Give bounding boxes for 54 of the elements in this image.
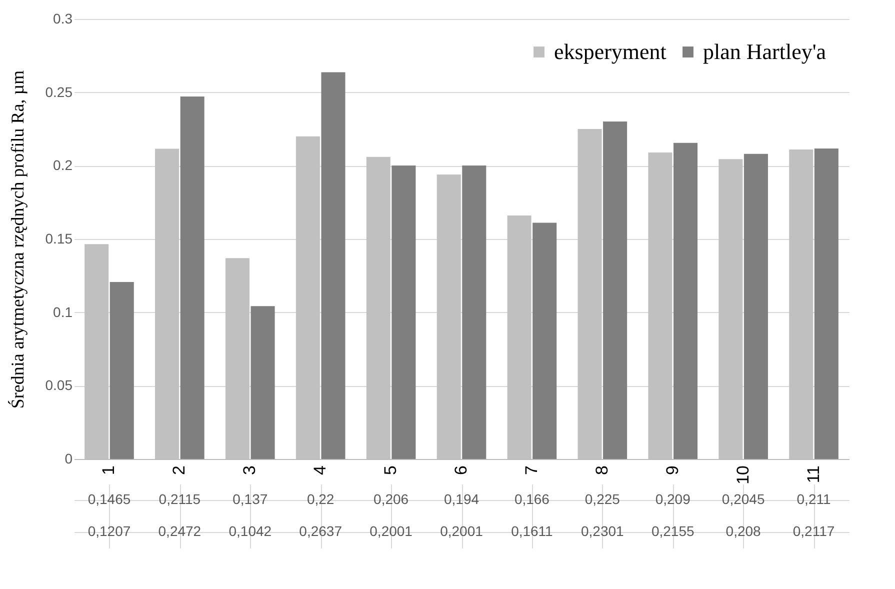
bar	[462, 166, 486, 459]
bar	[110, 282, 134, 459]
bar	[321, 72, 346, 459]
data-label: 0,2472	[158, 523, 202, 539]
y-tick-label: 0.3	[53, 10, 73, 26]
data-label: 0,2637	[299, 523, 342, 539]
x-tick-label: 9	[662, 466, 682, 475]
data-label: 0,2045	[722, 491, 765, 507]
x-tick-label: 6	[452, 466, 470, 475]
data-label: 0,209	[655, 491, 691, 507]
x-tick-label: 5	[381, 466, 400, 475]
data-label: 0,1042	[228, 523, 272, 539]
y-tick-label: 0.05	[45, 377, 73, 394]
data-label: 0,2001	[440, 523, 484, 539]
data-label: 0,2301	[580, 523, 624, 539]
data-label: 0,194	[444, 491, 480, 507]
legend-label: eksperyment	[554, 39, 666, 64]
bar	[744, 154, 768, 459]
data-label: 0,208	[726, 523, 762, 539]
x-tick-label: 4	[310, 466, 330, 475]
x-tick-label: 8	[592, 466, 612, 475]
data-label: 0,166	[514, 491, 550, 507]
x-tick-label: 1	[99, 466, 118, 475]
data-label: 0,1207	[88, 523, 131, 539]
x-tick-label: 7	[522, 466, 541, 475]
data-label: 0,2155	[651, 523, 694, 539]
data-label: 0,22	[306, 491, 334, 507]
bar	[814, 148, 838, 459]
bar	[673, 142, 698, 459]
y-tick-label: 0.25	[45, 84, 73, 100]
y-tick-label: 0.15	[45, 230, 73, 246]
bar	[603, 122, 628, 459]
data-label: 0,225	[584, 491, 620, 507]
data-label: 0,2117	[792, 523, 835, 539]
data-label: 0,2001	[370, 523, 413, 539]
data-label: 0,206	[374, 491, 409, 507]
bar	[180, 96, 204, 459]
bar	[250, 306, 275, 459]
data-label: 0,1465	[88, 491, 131, 507]
y-tick-label: 0.1	[53, 304, 73, 320]
bar	[532, 222, 557, 459]
x-tick-label: 10	[733, 466, 752, 484]
y-tick-label: 0.2	[53, 157, 73, 174]
x-tick-label: 11	[804, 466, 823, 484]
data-label: 0,211	[796, 491, 831, 507]
x-tick-label: 3	[240, 466, 260, 475]
legend-label: plan Hartley'a	[703, 39, 826, 64]
data-label: 0,137	[232, 491, 268, 507]
x-tick-label: 2	[170, 466, 189, 475]
data-label: 0,1611	[511, 523, 554, 539]
y-axis-title: Średnia arytmetyczna rzędnych profilu Ra, µm	[7, 70, 28, 409]
bar	[392, 166, 416, 459]
data-label: 0,2115	[158, 491, 201, 507]
y-tick-label: 0	[64, 450, 73, 466]
